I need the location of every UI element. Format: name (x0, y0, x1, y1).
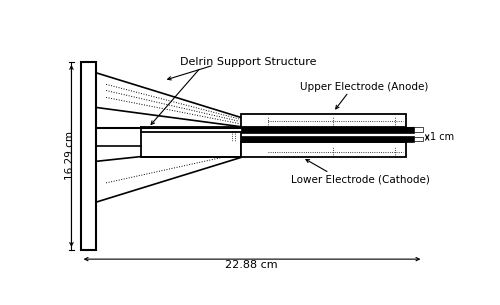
Text: Delrin Support Structure: Delrin Support Structure (180, 57, 317, 67)
Text: Upper Electrode (Anode): Upper Electrode (Anode) (300, 82, 428, 92)
Bar (414, 127, 424, 132)
Bar (414, 137, 424, 141)
Bar (241, 114, 406, 127)
Bar (141, 132, 241, 157)
Text: 22.88 cm: 22.88 cm (226, 260, 278, 270)
Text: 16.29 cm: 16.29 cm (65, 131, 75, 181)
Text: Lower Electrode (Cathode): Lower Electrode (Cathode) (291, 174, 430, 184)
Bar (241, 142, 406, 157)
Bar (241, 136, 414, 142)
Text: 1 cm: 1 cm (430, 132, 454, 142)
Bar (80, 62, 96, 250)
Bar (241, 127, 414, 133)
